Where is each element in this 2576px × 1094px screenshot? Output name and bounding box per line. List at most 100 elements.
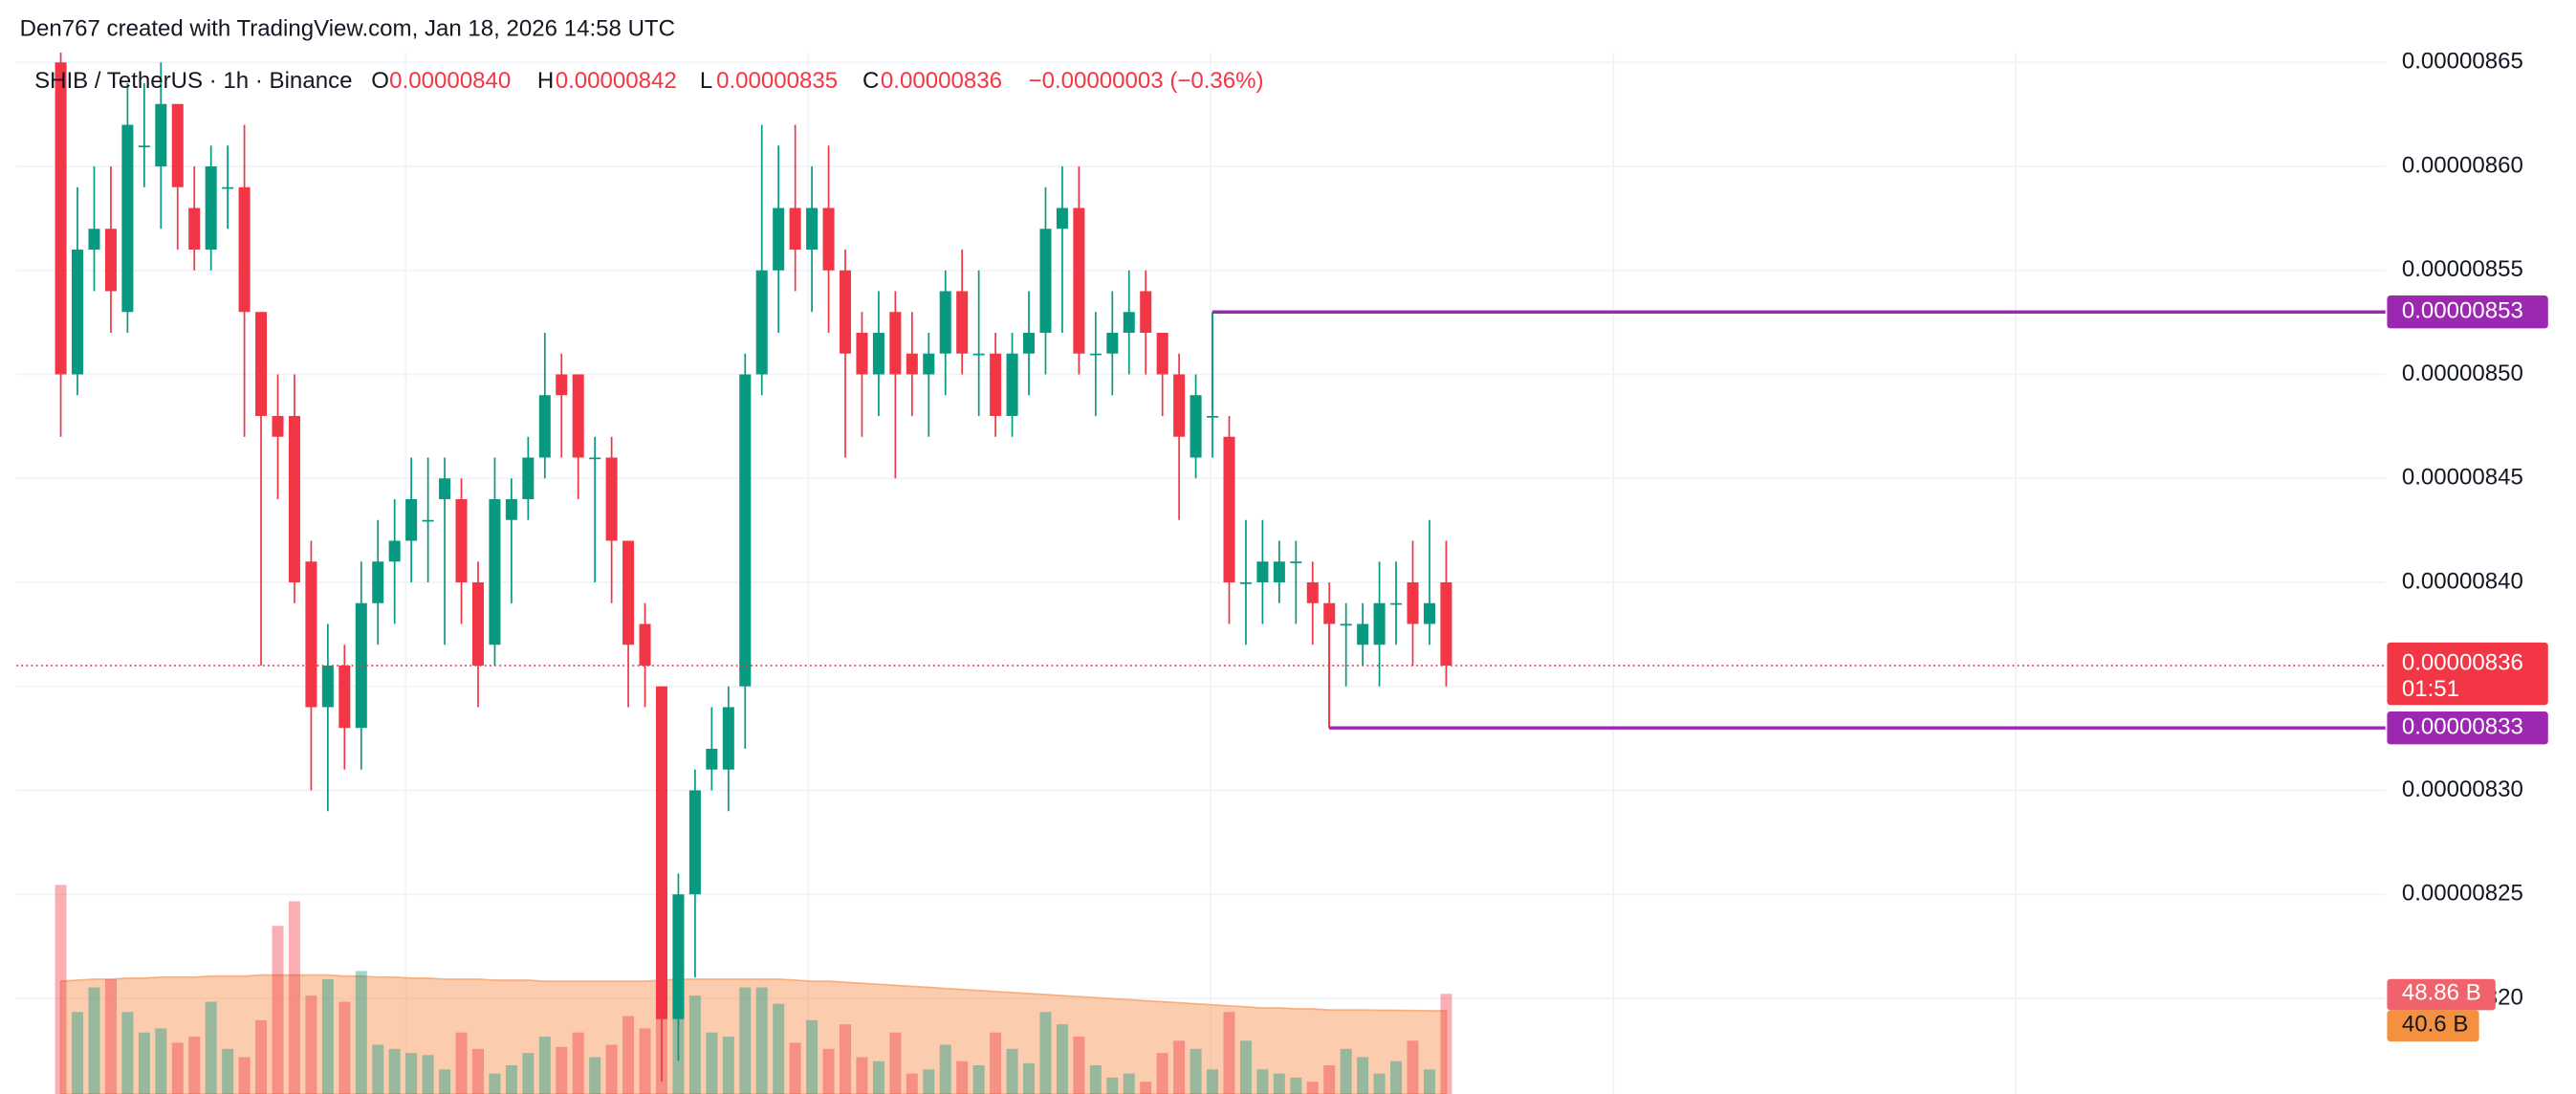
volume-ma-tag: [2387, 1010, 2479, 1042]
volume-bar: [1039, 1012, 1052, 1094]
last-price-tag: [2387, 642, 2548, 706]
candle-body: [706, 748, 718, 770]
volume-bar: [205, 1001, 217, 1094]
volume-bar: [155, 1028, 167, 1094]
volume-bar: [238, 1057, 251, 1094]
volume-bar: [1223, 1012, 1235, 1094]
candle-body: [321, 665, 334, 708]
candle-body: [1207, 415, 1219, 418]
volume-bar: [1373, 1073, 1386, 1094]
volume-bar: [121, 1012, 134, 1094]
volume-bar: [990, 1032, 1002, 1094]
candle-body: [1239, 581, 1252, 584]
candle-body: [88, 229, 100, 250]
candle-body: [1223, 436, 1235, 582]
volume-bar: [522, 1053, 535, 1094]
legend-value: 0.00000840: [389, 68, 511, 94]
volume-bar: [88, 987, 100, 1094]
candle-body: [839, 270, 852, 354]
volume-bar: [1173, 1040, 1186, 1094]
volume-bar: [288, 901, 300, 1094]
candle-body: [972, 353, 985, 356]
legend-value: 0.00000836: [881, 68, 1002, 94]
y-tick-label: 0.00000830: [2402, 777, 2523, 802]
candle-body: [572, 374, 584, 458]
volume-bar: [338, 1001, 351, 1094]
volume-bar: [755, 987, 768, 1094]
candle-body: [655, 686, 668, 1019]
candle-body: [471, 581, 484, 666]
candle-body: [439, 478, 451, 499]
candle-body: [138, 145, 150, 147]
candle-body: [1357, 624, 1369, 645]
candle-body: [939, 291, 951, 354]
volume-bar: [688, 996, 701, 1094]
candle-body: [990, 353, 1002, 416]
chart-title: Den767 created with TradingView.com, Jan…: [20, 15, 675, 41]
volume-bar: [388, 1048, 401, 1094]
volume-bar: [1106, 1077, 1119, 1094]
y-tick-label: 0.00000850: [2402, 361, 2523, 386]
volume-bar: [1290, 1077, 1302, 1094]
y-tick-label: 0.00000865: [2402, 49, 2523, 75]
volume-bar: [505, 1064, 517, 1094]
candle-body: [171, 103, 184, 187]
volume-bar: [1357, 1057, 1369, 1094]
candle-body: [1140, 291, 1152, 333]
candle-body: [305, 561, 317, 708]
candle-body: [255, 312, 268, 416]
price-axis: 0.00000865 0.00000860 0.00000855 0.00000850…: [2402, 49, 2523, 1011]
volume-bar: [572, 1032, 584, 1094]
volume-ma-area: [59, 974, 1448, 1094]
legend-label: H: [537, 68, 554, 94]
legend-label: O: [371, 68, 389, 94]
candle-body: [1390, 602, 1403, 605]
volume-bar: [222, 1048, 234, 1094]
volume-bar: [1056, 1024, 1068, 1094]
volume-label: 48.86 B: [2402, 980, 2481, 1006]
volume-bar: [138, 1032, 150, 1094]
volume-bar: [471, 1048, 484, 1094]
volume-bar: [1423, 1069, 1435, 1094]
volume-bar: [255, 1019, 268, 1094]
volume-bar: [1123, 1073, 1135, 1094]
candle-body: [1323, 602, 1336, 624]
countdown-label: 01:51: [2402, 676, 2459, 702]
volume-bar: [822, 1048, 835, 1094]
candle-body: [1156, 332, 1168, 375]
volume-bar: [806, 1019, 819, 1094]
candle-body: [822, 208, 835, 271]
volume-bar: [622, 1016, 635, 1094]
candle-body: [1089, 353, 1102, 356]
volume-bar: [839, 1024, 852, 1094]
candle-body: [104, 229, 117, 292]
volume-bar: [171, 1042, 184, 1094]
candle-body: [1273, 561, 1285, 582]
volume-bar: [1407, 1040, 1419, 1094]
volume-bar: [1140, 1082, 1152, 1094]
volume-bar: [889, 1032, 902, 1094]
candle-body: [422, 519, 434, 522]
candle-body: [355, 602, 367, 729]
header-bar: [0, 0, 2576, 53]
y-tick-label: 0.00000840: [2402, 568, 2523, 594]
candle-body: [455, 498, 468, 582]
volume-bar: [1273, 1073, 1285, 1094]
volume-bar: [1207, 1069, 1219, 1094]
candle-body: [238, 186, 251, 313]
volume-bar: [1156, 1053, 1168, 1094]
volume-bar: [639, 1028, 651, 1094]
level-tag: [2387, 711, 2548, 745]
volume-bar: [1390, 1061, 1403, 1094]
volume-bar: [1239, 1040, 1252, 1094]
last-price-label: 0.00000836: [2402, 650, 2523, 676]
volume-bar: [1006, 1048, 1018, 1094]
candle-body: [405, 498, 418, 541]
volume-bar: [773, 1003, 785, 1094]
candle-body: [188, 208, 201, 250]
candle-body: [1306, 581, 1319, 603]
level-tag: [2387, 295, 2548, 329]
